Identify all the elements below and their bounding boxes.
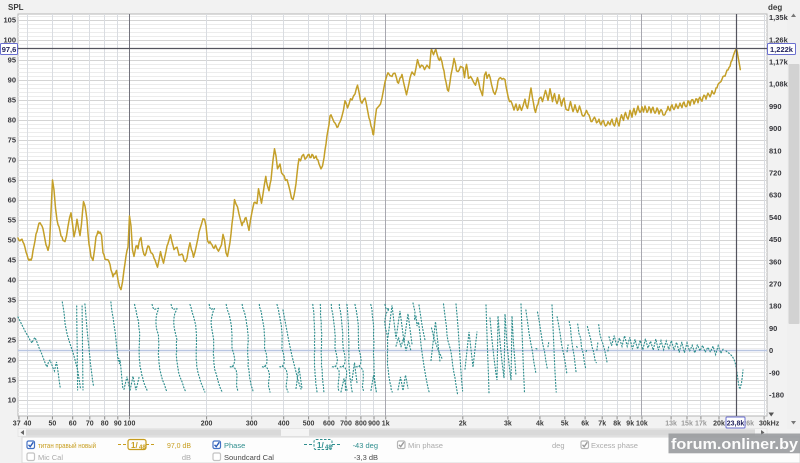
svg-text:1,08k: 1,08k <box>769 80 789 89</box>
svg-text:dB: dB <box>182 453 191 462</box>
svg-text:300: 300 <box>246 421 258 428</box>
svg-text:90: 90 <box>114 421 122 428</box>
svg-text:1,17k: 1,17k <box>769 58 789 67</box>
svg-text:5k: 5k <box>561 421 569 428</box>
svg-text:2k: 2k <box>459 421 467 428</box>
svg-text:deg: deg <box>768 3 782 12</box>
svg-text:Min phase: Min phase <box>408 441 443 450</box>
svg-text:-43 deg: -43 deg <box>353 441 378 450</box>
svg-text:9k: 9k <box>626 421 634 428</box>
svg-text:25: 25 <box>8 336 16 345</box>
svg-text:30kHz: 30kHz <box>759 421 780 428</box>
svg-text:65: 65 <box>8 176 16 185</box>
svg-text:45: 45 <box>8 256 16 265</box>
svg-text:180: 180 <box>769 302 782 311</box>
svg-text:Phase: Phase <box>224 441 245 450</box>
svg-text:13k: 13k <box>665 421 677 428</box>
svg-text:200: 200 <box>201 421 213 428</box>
svg-text:630: 630 <box>769 191 782 200</box>
svg-text:90: 90 <box>769 324 777 333</box>
svg-text:50: 50 <box>8 236 16 245</box>
svg-text:6k: 6k <box>581 421 589 428</box>
svg-text:105: 105 <box>3 16 16 25</box>
svg-text:40: 40 <box>24 421 32 428</box>
svg-text:990: 990 <box>769 102 782 111</box>
svg-text:1,35k: 1,35k <box>769 13 789 22</box>
svg-text:40: 40 <box>8 276 16 285</box>
svg-text:1,26k: 1,26k <box>769 35 789 44</box>
svg-text:17k: 17k <box>695 421 707 428</box>
svg-text:50: 50 <box>49 421 57 428</box>
svg-text:90: 90 <box>8 76 16 85</box>
svg-text:900: 900 <box>368 421 380 428</box>
svg-text:1,222k: 1,222k <box>770 45 794 54</box>
svg-text:forum.onliner.by: forum.onliner.by <box>671 436 799 453</box>
svg-text:270: 270 <box>769 280 782 289</box>
svg-text:700: 700 <box>340 421 352 428</box>
svg-text:85: 85 <box>8 96 16 105</box>
svg-text:800: 800 <box>355 421 367 428</box>
svg-text:35: 35 <box>8 296 16 305</box>
svg-text:48: 48 <box>325 445 332 451</box>
svg-text:-3,3 dB: -3,3 dB <box>354 453 378 462</box>
svg-text:60: 60 <box>8 196 16 205</box>
svg-text:70: 70 <box>8 156 16 165</box>
svg-text:8k: 8k <box>613 421 621 428</box>
svg-text:100: 100 <box>3 36 16 45</box>
svg-text:-90: -90 <box>769 368 780 377</box>
svg-text:3k: 3k <box>504 421 512 428</box>
svg-text:титан правый новый: титан правый новый <box>38 441 96 450</box>
svg-text:Soundcard Cal: Soundcard Cal <box>224 453 274 462</box>
svg-text:20: 20 <box>8 356 16 365</box>
svg-text:Mic Cal: Mic Cal <box>38 453 63 462</box>
svg-text:48: 48 <box>139 445 146 451</box>
svg-text:600: 600 <box>323 421 335 428</box>
svg-text:7k: 7k <box>598 421 606 428</box>
svg-text:360: 360 <box>769 257 782 266</box>
svg-text:75: 75 <box>8 136 16 145</box>
svg-text:97,0 dB: 97,0 dB <box>167 441 191 450</box>
svg-text:37: 37 <box>13 421 21 428</box>
svg-text:55: 55 <box>8 216 16 225</box>
svg-text:20k: 20k <box>713 421 725 428</box>
svg-text:1/: 1/ <box>131 441 138 450</box>
svg-text:80: 80 <box>8 116 16 125</box>
svg-text:100: 100 <box>124 421 136 428</box>
svg-text:30: 30 <box>8 316 16 325</box>
svg-text:810: 810 <box>769 146 782 155</box>
svg-text:0: 0 <box>769 346 773 355</box>
svg-text:97,6: 97,6 <box>2 45 17 54</box>
svg-text:500: 500 <box>303 421 315 428</box>
svg-text:540: 540 <box>769 213 782 222</box>
svg-text:450: 450 <box>769 235 782 244</box>
svg-text:900: 900 <box>769 124 782 133</box>
svg-text:95: 95 <box>8 56 16 65</box>
svg-text:26k: 26k <box>742 421 754 428</box>
svg-text:10: 10 <box>8 396 16 405</box>
svg-text:400: 400 <box>278 421 290 428</box>
svg-text:70: 70 <box>86 421 94 428</box>
svg-text:1/: 1/ <box>317 441 324 450</box>
svg-text:Excess phase: Excess phase <box>591 441 638 450</box>
svg-text:4k: 4k <box>536 421 544 428</box>
svg-text:23,8k: 23,8k <box>727 421 745 428</box>
svg-text:SPL: SPL <box>8 3 24 12</box>
svg-text:1k: 1k <box>382 421 390 428</box>
svg-text:720: 720 <box>769 169 782 178</box>
svg-text:80: 80 <box>101 421 109 428</box>
svg-text:15k: 15k <box>681 421 693 428</box>
svg-text:10k: 10k <box>636 421 648 428</box>
svg-text:-180: -180 <box>769 391 784 400</box>
svg-text:15: 15 <box>8 376 16 385</box>
svg-text:60: 60 <box>69 421 77 428</box>
svg-text:deg: deg <box>552 441 565 450</box>
